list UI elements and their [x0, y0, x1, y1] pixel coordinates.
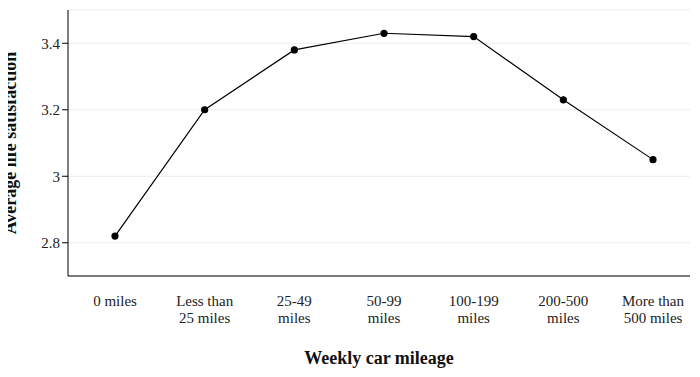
svg-text:2.8: 2.8: [41, 235, 60, 251]
svg-text:Less than25 miles: Less than25 miles: [176, 293, 234, 326]
svg-text:25-49miles: 25-49miles: [277, 293, 312, 326]
svg-text:3.2: 3.2: [41, 102, 60, 118]
svg-text:Weekly car mileage: Weekly car mileage: [304, 348, 454, 368]
svg-text:3: 3: [53, 169, 61, 185]
svg-text:3.4: 3.4: [41, 36, 60, 52]
svg-text:50-99miles: 50-99miles: [367, 293, 402, 326]
svg-text:Average life satisfaction: Average life satisfaction: [8, 52, 20, 235]
svg-text:More than500 miles: More than500 miles: [622, 293, 685, 326]
svg-text:0 miles: 0 miles: [93, 293, 137, 309]
svg-text:100-199miles: 100-199miles: [449, 293, 499, 326]
svg-text:200-500miles: 200-500miles: [538, 293, 588, 326]
